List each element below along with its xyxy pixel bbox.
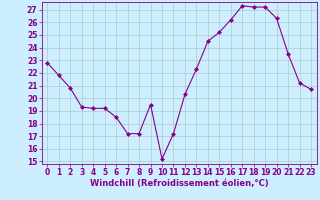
X-axis label: Windchill (Refroidissement éolien,°C): Windchill (Refroidissement éolien,°C) xyxy=(90,179,268,188)
